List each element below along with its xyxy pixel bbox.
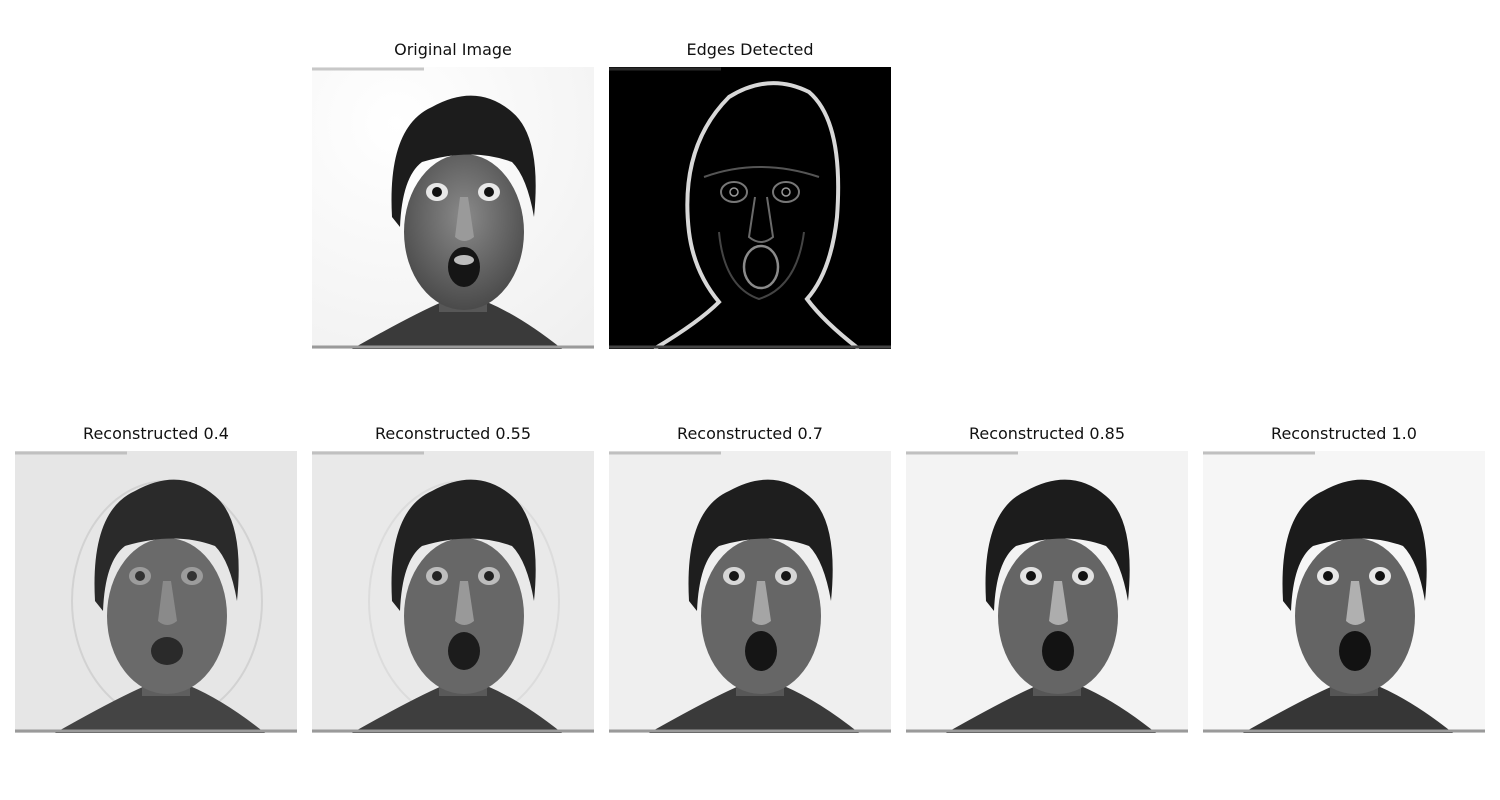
face-photo xyxy=(312,451,594,733)
panel-title: Original Image xyxy=(394,40,512,59)
panel-title: Reconstructed 0.55 xyxy=(374,424,532,443)
face-photo xyxy=(312,67,594,349)
face-image-edges xyxy=(609,67,891,349)
face-image-reconstructed xyxy=(906,451,1188,733)
panel-title: Reconstructed 1.0 xyxy=(1271,424,1417,443)
panel-title: Reconstructed 0.85 xyxy=(968,424,1126,443)
face-photo xyxy=(906,451,1188,733)
face-image-reconstructed xyxy=(1203,451,1485,733)
face-photo xyxy=(1203,451,1485,733)
face-image-reconstructed xyxy=(15,451,297,733)
panel-title: Edges Detected xyxy=(686,40,814,59)
face-photo xyxy=(609,451,891,733)
face-image-reconstructed xyxy=(312,451,594,733)
panel-title: Reconstructed 0.4 xyxy=(83,424,229,443)
face-image-original xyxy=(312,67,594,349)
face-image-reconstructed xyxy=(609,451,891,733)
panel-title: Reconstructed 0.7 xyxy=(677,424,823,443)
face-photo xyxy=(15,451,297,733)
edge-map xyxy=(609,67,891,349)
